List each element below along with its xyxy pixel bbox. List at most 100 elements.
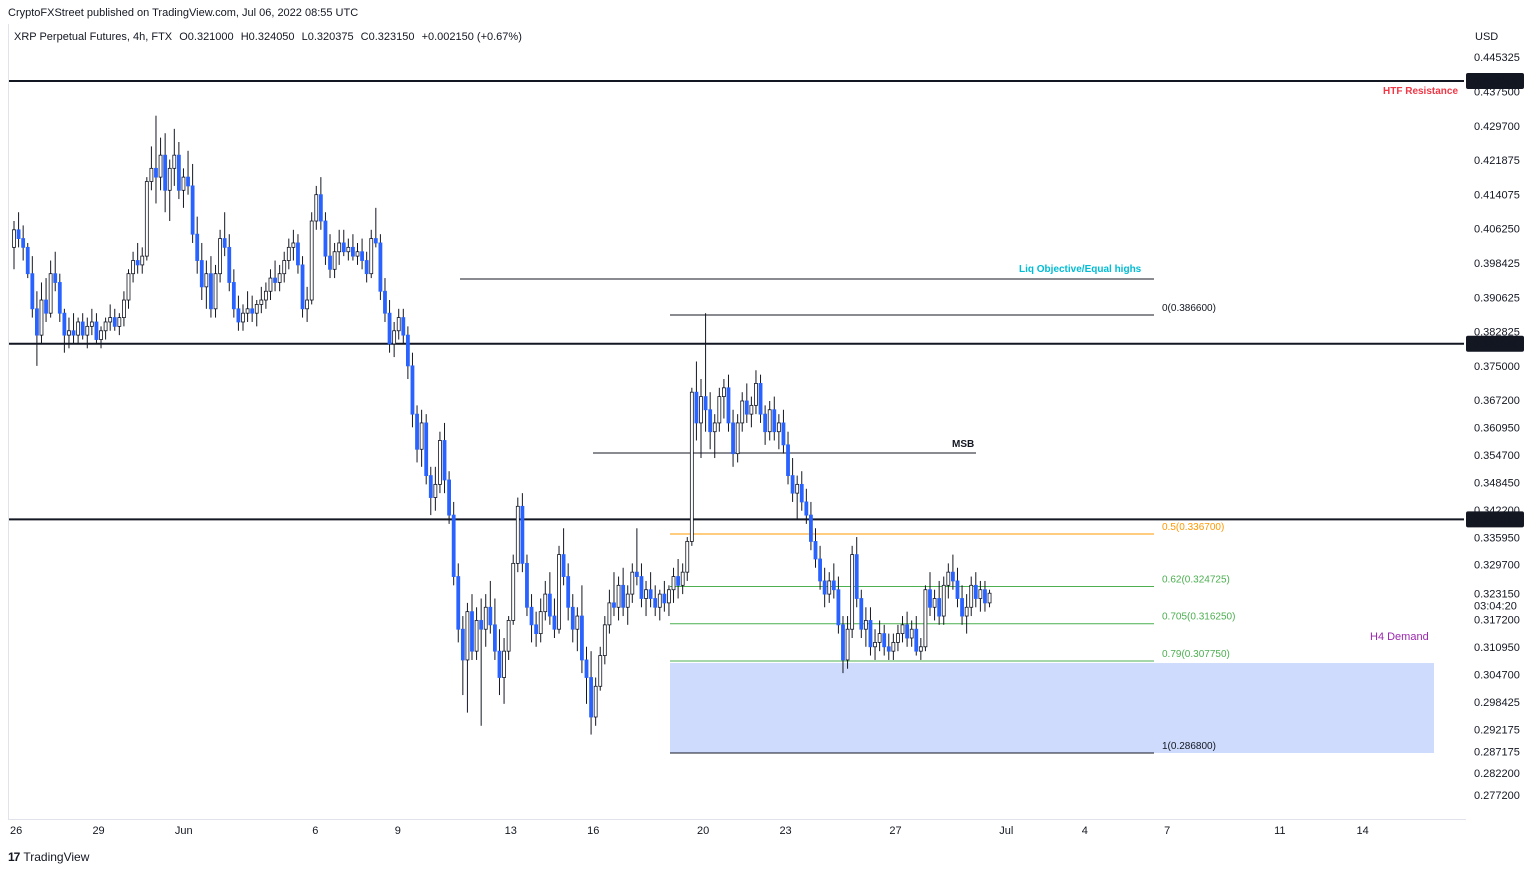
candle-up[interactable]: [657, 593, 662, 608]
candle-up[interactable]: [76, 321, 81, 336]
candle-up[interactable]: [511, 562, 516, 621]
candle-down[interactable]: [786, 444, 790, 476]
candle-down[interactable]: [634, 571, 639, 577]
candle-down[interactable]: [566, 576, 571, 608]
candle-down[interactable]: [410, 365, 415, 415]
candle-up[interactable]: [286, 246, 291, 261]
candle-down[interactable]: [804, 501, 809, 516]
candle-up[interactable]: [392, 330, 397, 345]
candle-down[interactable]: [552, 615, 557, 630]
candle-up[interactable]: [67, 330, 71, 336]
candle-down[interactable]: [35, 308, 39, 336]
candle-down[interactable]: [456, 576, 461, 630]
candle-up[interactable]: [680, 571, 685, 586]
candle-down[interactable]: [273, 277, 277, 283]
chart-plot-area[interactable]: [8, 24, 1466, 820]
candle-up[interactable]: [978, 589, 983, 599]
candle-down[interactable]: [731, 422, 735, 455]
candle-up[interactable]: [845, 628, 850, 661]
candle-down[interactable]: [360, 251, 364, 261]
candle-down[interactable]: [53, 273, 58, 283]
candle-down[interactable]: [401, 317, 406, 336]
candle-up[interactable]: [644, 589, 648, 599]
candle-down[interactable]: [227, 246, 232, 283]
candle-down[interactable]: [479, 620, 484, 630]
candle-down[interactable]: [525, 562, 529, 608]
candle-up[interactable]: [896, 633, 900, 643]
candle-up[interactable]: [438, 440, 442, 485]
candle-up[interactable]: [89, 321, 94, 327]
candle-down[interactable]: [80, 321, 85, 336]
candle-down[interactable]: [296, 242, 300, 266]
candle-down[interactable]: [841, 624, 845, 661]
candle-up[interactable]: [213, 273, 218, 310]
candle-up[interactable]: [877, 633, 882, 643]
candle-up[interactable]: [433, 483, 438, 498]
candle-down[interactable]: [580, 615, 584, 661]
candle-down[interactable]: [772, 409, 777, 433]
candle-up[interactable]: [717, 396, 722, 424]
candle-up[interactable]: [282, 260, 287, 275]
candle-down[interactable]: [859, 598, 864, 630]
candle-up[interactable]: [515, 505, 520, 564]
candle-down[interactable]: [561, 554, 566, 577]
candle-down[interactable]: [378, 242, 383, 292]
candle-down[interactable]: [451, 514, 456, 577]
candle-up[interactable]: [309, 220, 314, 301]
candle-up[interactable]: [108, 317, 113, 323]
candle-up[interactable]: [332, 251, 337, 270]
candle-down[interactable]: [662, 593, 667, 604]
candle-up[interactable]: [355, 251, 360, 257]
candle-down[interactable]: [781, 422, 786, 446]
candle-down[interactable]: [318, 194, 323, 222]
candle-down[interactable]: [135, 260, 140, 266]
candle-up[interactable]: [602, 624, 607, 656]
candle-down[interactable]: [387, 312, 392, 345]
candle-up[interactable]: [776, 422, 781, 433]
candle-up[interactable]: [259, 299, 264, 305]
tradingview-footer[interactable]: 17 TradingView: [8, 850, 89, 864]
candle-down[interactable]: [300, 264, 305, 310]
candle-down[interactable]: [914, 628, 919, 652]
candle-down[interactable]: [163, 154, 168, 191]
candle-down[interactable]: [236, 308, 241, 323]
candle-down[interactable]: [71, 330, 76, 336]
candle-down[interactable]: [799, 483, 804, 503]
candle-down[interactable]: [758, 383, 763, 415]
candle-up[interactable]: [712, 422, 717, 433]
candle-up[interactable]: [369, 238, 374, 275]
candle-down[interactable]: [57, 282, 62, 314]
symbol-title[interactable]: XRP Perpetual Futures, 4h, FTX: [14, 31, 173, 43]
candle-up[interactable]: [218, 238, 223, 275]
candle-up[interactable]: [918, 646, 923, 652]
candle-down[interactable]: [570, 606, 575, 630]
candle-up[interactable]: [909, 628, 914, 639]
candle-up[interactable]: [722, 387, 726, 397]
candle-up[interactable]: [48, 273, 53, 314]
candle-down[interactable]: [428, 475, 433, 498]
candle-up[interactable]: [465, 611, 470, 661]
candle-up[interactable]: [616, 584, 621, 608]
candle-up[interactable]: [923, 589, 928, 648]
candle-up[interactable]: [291, 242, 296, 248]
candle-down[interactable]: [694, 391, 699, 424]
candle-up[interactable]: [117, 317, 122, 327]
candle-up[interactable]: [671, 576, 676, 591]
candle-up[interactable]: [140, 255, 145, 266]
candle-down[interactable]: [351, 246, 355, 257]
candle-up[interactable]: [305, 299, 310, 310]
candle-down[interactable]: [373, 238, 378, 244]
candle-up[interactable]: [689, 391, 694, 542]
candle-down[interactable]: [818, 558, 822, 582]
candle-up[interactable]: [254, 304, 259, 314]
candle-down[interactable]: [836, 589, 841, 626]
candle-down[interactable]: [190, 185, 195, 235]
candle-up[interactable]: [268, 277, 273, 292]
candle-up[interactable]: [607, 602, 612, 626]
candle-up[interactable]: [245, 308, 250, 314]
candle-up[interactable]: [149, 167, 154, 182]
candle-up[interactable]: [850, 554, 855, 630]
candle-down[interactable]: [520, 505, 525, 564]
candle-up[interactable]: [625, 593, 630, 608]
